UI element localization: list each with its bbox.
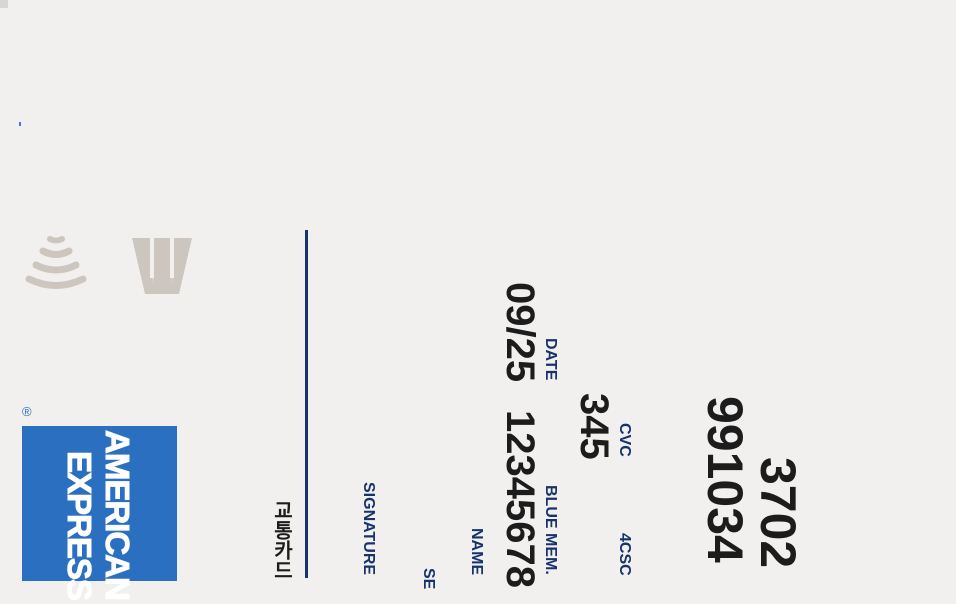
cvc-label: CVC bbox=[616, 423, 633, 457]
expiry-value: 09/25 bbox=[498, 282, 542, 383]
name-label: NAME bbox=[468, 528, 485, 576]
amex-logo-word-american: AMERICAN bbox=[99, 430, 137, 601]
card-number-line2: 991034 bbox=[697, 396, 753, 563]
contactless-icon bbox=[25, 236, 87, 289]
se-label: SE bbox=[420, 568, 437, 590]
registered-mark: ® bbox=[22, 404, 32, 419]
signature-line bbox=[305, 230, 308, 578]
member-label: BLUE MEM. bbox=[542, 485, 559, 575]
amex-logo-word-express: EXPRESS bbox=[61, 451, 99, 601]
csc-label: 4CSC bbox=[616, 533, 633, 576]
corner-mark bbox=[0, 0, 8, 8]
amex-logo: AMERICAN EXPRESS bbox=[22, 426, 177, 600]
signature-label: SIGNATURE bbox=[360, 482, 377, 576]
cvc-value: 345 bbox=[572, 393, 616, 460]
transit-card-label: 교통카드 bbox=[270, 500, 294, 580]
tiny-dot bbox=[19, 122, 21, 126]
chip-icon bbox=[132, 238, 192, 294]
expiry-label: DATE bbox=[542, 338, 559, 381]
card-number-line1: 3702 bbox=[750, 457, 806, 569]
member-number: 12345678 bbox=[498, 410, 542, 588]
